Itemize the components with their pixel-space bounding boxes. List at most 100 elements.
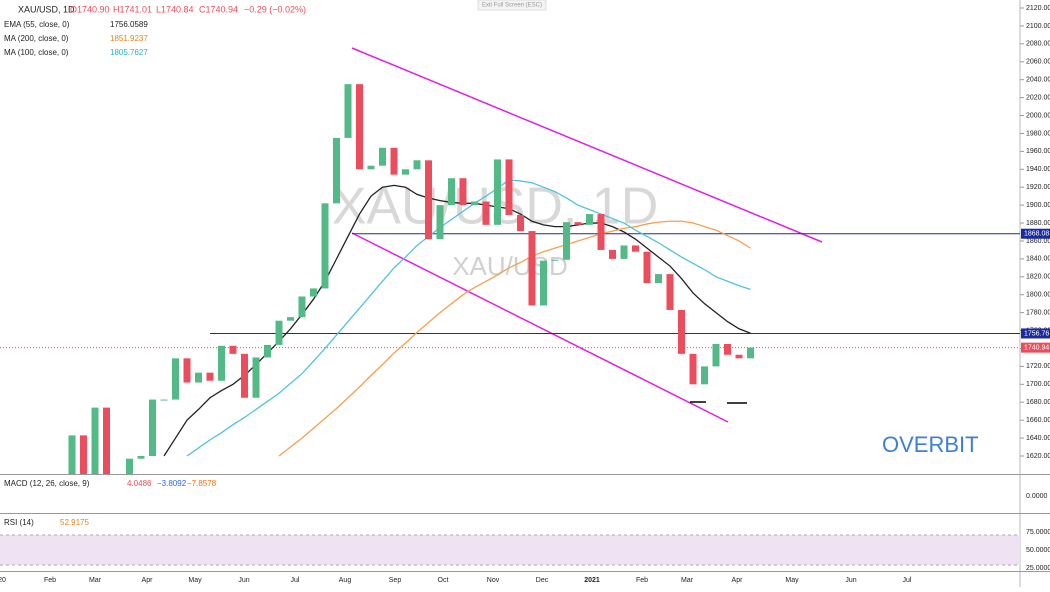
price-tick-label: 1640.00 <box>1026 435 1050 442</box>
candle <box>264 344 271 358</box>
candle <box>586 214 593 225</box>
candle <box>528 231 536 306</box>
macd-label: MACD (12, 26, close, 9) <box>4 479 90 488</box>
last-price-label: 1740.94 <box>1024 344 1049 351</box>
moving-average <box>278 220 751 457</box>
time-label: Jun <box>238 577 249 584</box>
brand: OVERBIT <box>882 432 979 457</box>
candle <box>632 245 639 252</box>
candle <box>379 147 386 166</box>
indicator-label: EMA (55, close, 0) <box>4 20 70 29</box>
time-label: May <box>188 577 202 584</box>
time-label: 2021 <box>584 577 600 584</box>
time-label: Nov <box>487 577 500 584</box>
candle <box>218 345 225 381</box>
time-label: Mar <box>89 577 102 584</box>
indicator-value: 1851.9237 <box>110 34 148 43</box>
price-tick-label: 1800.00 <box>1026 292 1050 299</box>
candle <box>390 147 398 175</box>
time-label: Oct <box>438 577 449 584</box>
price-tick-label: 2120.00 <box>1026 5 1050 12</box>
candle <box>471 201 478 206</box>
candle <box>344 84 352 138</box>
candle <box>413 160 421 170</box>
candle <box>574 222 582 225</box>
candle <box>356 84 363 170</box>
ohlc-value: C1740.94 <box>199 4 238 14</box>
time-label: Sep <box>389 577 402 584</box>
candle <box>655 274 662 284</box>
time-label: Apr <box>732 577 744 584</box>
candle <box>229 345 237 354</box>
candle <box>459 178 467 206</box>
candle <box>91 407 99 474</box>
indicator-value: 1805.7627 <box>110 48 148 57</box>
price-change: −0.29 (−0.02%) <box>244 4 306 14</box>
price-tick-label: 1660.00 <box>1026 417 1050 424</box>
price-tick-label: 2040.00 <box>1026 77 1050 84</box>
candle <box>747 347 754 359</box>
exit-fullscreen[interactable] <box>477 0 547 11</box>
ohlc-value: H1741.01 <box>113 4 152 14</box>
macd-value: −7.8578 <box>187 479 217 488</box>
candle <box>402 169 409 175</box>
price-tick-label: 1900.00 <box>1026 202 1050 209</box>
candle <box>206 372 214 381</box>
candle <box>287 317 294 321</box>
candle <box>620 245 628 259</box>
candle <box>712 344 720 367</box>
candle <box>195 372 202 383</box>
time-label: Aug <box>339 577 352 584</box>
candle <box>149 399 156 456</box>
candle <box>367 165 375 170</box>
level-tag <box>1021 328 1050 339</box>
price-tick-label: 1680.00 <box>1026 399 1050 406</box>
rsi-tick: 75.0000 <box>1026 529 1050 536</box>
candle <box>172 358 179 400</box>
price-tick-label: 1780.00 <box>1026 309 1050 316</box>
candle <box>183 358 191 383</box>
indicator-label: MA (200, close, 0) <box>4 34 69 43</box>
price-tick-label: 1980.00 <box>1026 130 1050 137</box>
price-tick-label: 1720.00 <box>1026 363 1050 370</box>
candle <box>137 456 145 459</box>
level-tag-label: 1868.08 <box>1024 231 1049 238</box>
time-label: May <box>785 577 799 584</box>
candle <box>494 159 501 225</box>
candle <box>321 203 329 289</box>
price-tick-label: 1620.00 <box>1026 453 1050 460</box>
candle <box>597 214 605 250</box>
exit-fullscreen-label[interactable]: Exit Full Screen (ESC) <box>482 3 542 9</box>
time-label: Apr <box>142 577 154 584</box>
rsi-value: 52.9175 <box>60 518 89 527</box>
symbol: XAU/USD, 1D <box>18 4 75 14</box>
candle <box>425 160 432 240</box>
moving-average <box>186 179 751 457</box>
main-pane <box>0 84 1020 474</box>
candle <box>310 288 317 297</box>
trendline-upper <box>351 47 823 243</box>
price-tick-label: 1700.00 <box>1026 381 1050 388</box>
candle <box>126 458 133 474</box>
candle <box>252 357 260 398</box>
candle <box>563 222 570 260</box>
candle <box>666 274 674 310</box>
time-label: Dec <box>536 577 549 584</box>
last-price-tag <box>1021 342 1050 353</box>
candle <box>540 260 547 306</box>
price-tick-label: 1820.00 <box>1026 274 1050 281</box>
price-tick-label: 1960.00 <box>1026 148 1050 155</box>
candle <box>448 178 455 206</box>
candle <box>68 435 76 474</box>
price-tick-label: 1880.00 <box>1026 220 1050 227</box>
candle <box>103 407 110 474</box>
time-label: Feb <box>636 577 648 584</box>
price-tick-label: 1860.00 <box>1026 238 1050 245</box>
candle <box>735 354 743 359</box>
price-tick-label: 2060.00 <box>1026 59 1050 66</box>
candle <box>160 399 168 401</box>
candle <box>551 259 559 261</box>
candle <box>609 249 616 259</box>
candle <box>275 320 283 345</box>
